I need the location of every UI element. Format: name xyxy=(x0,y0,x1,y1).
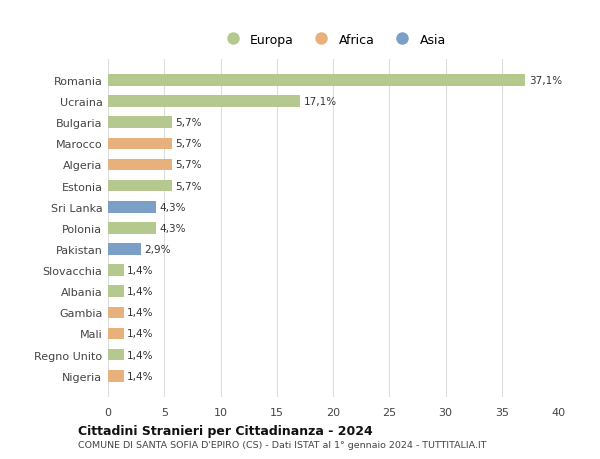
Bar xyxy=(108,349,124,361)
Text: 17,1%: 17,1% xyxy=(304,97,337,107)
Bar xyxy=(108,138,172,150)
Bar xyxy=(108,117,172,129)
Text: 5,7%: 5,7% xyxy=(176,181,202,191)
Text: 2,9%: 2,9% xyxy=(144,245,170,254)
Bar xyxy=(108,370,124,382)
Text: 5,7%: 5,7% xyxy=(176,118,202,128)
Bar xyxy=(108,286,124,297)
Text: 1,4%: 1,4% xyxy=(127,308,154,318)
Text: 5,7%: 5,7% xyxy=(176,139,202,149)
Bar xyxy=(108,307,124,319)
Bar xyxy=(108,223,157,234)
Text: 1,4%: 1,4% xyxy=(127,350,154,360)
Bar xyxy=(108,96,301,108)
Bar xyxy=(108,159,172,171)
Text: 4,3%: 4,3% xyxy=(160,224,186,233)
Bar xyxy=(108,202,157,213)
Text: 1,4%: 1,4% xyxy=(127,265,154,275)
Text: Cittadini Stranieri per Cittadinanza - 2024: Cittadini Stranieri per Cittadinanza - 2… xyxy=(78,425,373,437)
Bar xyxy=(108,75,526,87)
Text: 1,4%: 1,4% xyxy=(127,371,154,381)
Text: 4,3%: 4,3% xyxy=(160,202,186,212)
Legend: Europa, Africa, Asia: Europa, Africa, Asia xyxy=(215,29,451,52)
Text: 5,7%: 5,7% xyxy=(176,160,202,170)
Text: 1,4%: 1,4% xyxy=(127,286,154,297)
Bar xyxy=(108,244,140,255)
Bar xyxy=(108,328,124,340)
Text: 37,1%: 37,1% xyxy=(529,76,562,86)
Text: COMUNE DI SANTA SOFIA D'EPIRO (CS) - Dati ISTAT al 1° gennaio 2024 - TUTTITALIA.: COMUNE DI SANTA SOFIA D'EPIRO (CS) - Dat… xyxy=(78,440,487,449)
Bar xyxy=(108,265,124,276)
Bar xyxy=(108,180,172,192)
Text: 1,4%: 1,4% xyxy=(127,329,154,339)
